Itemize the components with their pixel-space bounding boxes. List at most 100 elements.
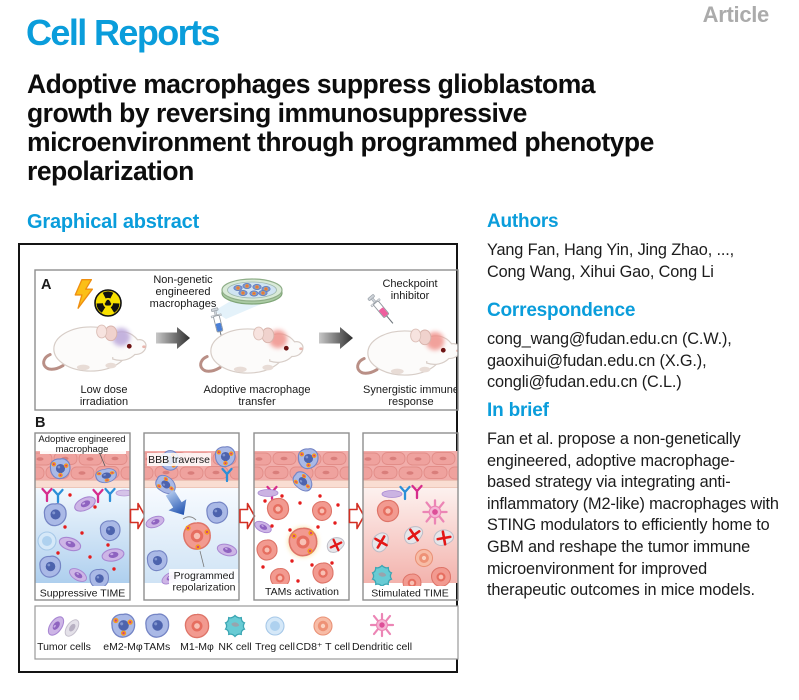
journal-logo: Cell Reports — [26, 12, 220, 53]
in-brief-text: GBM and reshape the tumor immune — [487, 537, 751, 556]
panel-b3-tams-activation: TAMs activation — [253, 432, 350, 601]
svg-text:Adoptive macrophage: Adoptive macrophage — [203, 384, 310, 396]
panel-a-letter: A — [41, 277, 52, 293]
panel-a: Non-genetic engineered macrophages Check… — [34, 269, 460, 411]
arrow-right-icon — [319, 327, 353, 349]
correspondence-section: Correspondence cong_wang@fudan.edu.cn (C… — [487, 299, 779, 394]
authors-section: Authors Yang Fan, Hang Yin, Jing Zhao, .… — [487, 210, 779, 283]
radiation-icon — [94, 289, 122, 317]
legend-item: eM2-Mφ — [103, 614, 143, 653]
blood-vessel — [363, 450, 458, 488]
svg-text:TAMs: TAMs — [144, 641, 171, 653]
title-line: repolarization — [27, 156, 194, 186]
legend-item: TAMs — [144, 613, 171, 653]
adoptive-macrophage-annotation: Adoptive engineered macrophage — [38, 434, 125, 455]
svg-text:macrophage: macrophage — [56, 444, 109, 455]
svg-text:Checkpoint: Checkpoint — [382, 278, 437, 290]
activated-tam-cell — [288, 527, 318, 557]
tams-icon — [145, 613, 170, 638]
svg-text:M1-Mφ: M1-Mφ — [180, 641, 214, 653]
dendritic-cell-icon — [369, 612, 395, 638]
in-brief-text: therapeutic outcomes in mice models. — [487, 581, 755, 600]
svg-text:Adoptive engineered: Adoptive engineered — [38, 434, 125, 445]
svg-text:engineered: engineered — [155, 286, 210, 298]
svg-text:Programmed: Programmed — [174, 570, 235, 582]
title-line: growth by reversing immunosuppressive — [27, 98, 527, 128]
checkpoint-label: Checkpoint inhibitor — [382, 278, 437, 302]
in-brief-text: inflammatory (M2-like) macrophages with — [487, 494, 779, 513]
nk-cell-icon — [224, 614, 246, 638]
step1-caption: Low dose irradiation — [80, 384, 128, 408]
svg-text:Synergistic immune: Synergistic immune — [363, 384, 459, 396]
legend-item: CD8⁺ T cell — [296, 616, 350, 653]
svg-text:eM2-Mφ: eM2-Mφ — [103, 641, 143, 653]
b1-caption: Suppressive TIME — [40, 588, 126, 600]
in-brief-text: based strategy via integrating anti- — [487, 473, 731, 492]
author-names: Yang Fan, Hang Yin, Jing Zhao, ..., — [487, 241, 734, 259]
legend-item: NK cell — [218, 614, 252, 653]
repolarizing-cell — [183, 522, 211, 550]
svg-text:response: response — [388, 396, 433, 408]
in-brief-text: engineered, adoptive macrophage- — [487, 451, 735, 470]
b2-caption: Programmed repolarization — [172, 570, 235, 594]
legend-item: Treg cell — [255, 616, 295, 653]
title-line: Adoptive macrophages suppress glioblasto… — [27, 69, 596, 99]
svg-text:inhibitor: inhibitor — [391, 290, 430, 302]
mouse-irradiated — [44, 325, 146, 371]
in-brief-text: microenvironment for improved — [487, 559, 708, 578]
mouse-checkpoint — [358, 329, 460, 375]
legend-item: Tumor cells — [37, 613, 91, 653]
authors-heading: Authors — [487, 211, 559, 232]
article-type-label: Article — [702, 2, 770, 27]
paper-title: Adoptive macrophages suppress glioblasto… — [27, 70, 772, 186]
em2-macrophage-icon — [112, 614, 135, 637]
svg-text:irradiation: irradiation — [80, 396, 128, 408]
svg-text:macrophages: macrophages — [150, 298, 217, 310]
svg-text:Low dose: Low dose — [80, 384, 127, 396]
in-brief-text: Fan et al. propose a non-genetically — [487, 430, 741, 448]
graphical-abstract-svg: Non-genetic engineered macrophages Check… — [34, 269, 460, 660]
panel-b2-programmed-repolarization: BBB traverse Programmed repolarization — [143, 432, 240, 601]
red-arrow-icon — [129, 502, 146, 530]
blood-vessel — [35, 450, 130, 488]
lightning-bolt-icon — [74, 279, 94, 309]
bbb-annotation: BBB traverse — [148, 454, 210, 466]
b3-caption: TAMs activation — [265, 586, 339, 598]
svg-text:Non-genetic: Non-genetic — [153, 274, 213, 286]
svg-text:Dendritic cell: Dendritic cell — [352, 641, 412, 653]
petri-dish-icon — [222, 279, 282, 304]
svg-text:repolarization: repolarization — [172, 582, 235, 594]
b4-caption: Stimulated TIME — [371, 588, 448, 600]
svg-text:CD8⁺ T cell: CD8⁺ T cell — [296, 641, 350, 653]
arrow-right-icon — [156, 327, 190, 349]
step2-caption: Adoptive macrophage transfer — [203, 384, 310, 408]
svg-text:transfer: transfer — [238, 396, 276, 408]
svg-text:NK cell: NK cell — [218, 641, 251, 653]
graphical-abstract-figure: Non-genetic engineered macrophages Check… — [18, 243, 460, 673]
in-brief-heading: In brief — [487, 400, 549, 421]
red-arrow-icon — [348, 502, 365, 530]
correspondence-email[interactable]: gaoxihui@fudan.edu.cn (X.G.), — [487, 351, 707, 370]
svg-text:Treg cell: Treg cell — [255, 641, 295, 653]
macrophages-label: Non-genetic engineered macrophages — [150, 274, 217, 310]
m1-macrophage-icon — [184, 613, 210, 639]
cd8-t-cell-icon — [313, 616, 333, 636]
treg-cell-icon — [265, 616, 285, 636]
panel-b4-stimulated-time: Stimulated TIME — [362, 432, 459, 601]
title-line: microenvironment through programmed phen… — [27, 127, 654, 157]
correspondence-email[interactable]: cong_wang@fudan.edu.cn (C.W.), — [487, 330, 732, 348]
mouse-transfer — [201, 327, 303, 373]
panel-b-letter: B — [35, 415, 45, 431]
graphical-abstract-heading: Graphical abstract — [27, 211, 200, 233]
red-arrow-icon — [239, 502, 256, 530]
legend-item: Dendritic cell — [352, 612, 412, 653]
step3-caption: Synergistic immune response — [363, 384, 459, 408]
in-brief-text: STING modulators to efficiently home to — [487, 516, 770, 535]
svg-text:Tumor cells: Tumor cells — [37, 641, 91, 653]
panel-b1-suppressive-time: Adoptive engineered macrophage Suppressi… — [34, 432, 131, 601]
correspondence-email[interactable]: congli@fudan.edu.cn (C.L.) — [487, 373, 682, 392]
in-brief-section: In brief Fan et al. propose a non-geneti… — [487, 399, 779, 602]
correspondence-heading: Correspondence — [487, 300, 636, 321]
legend-item: M1-Mφ — [180, 613, 214, 653]
figure-legend: Tumor cells eM2-Mφ TAMs M1-Mφ NK cell Tr… — [34, 605, 459, 660]
